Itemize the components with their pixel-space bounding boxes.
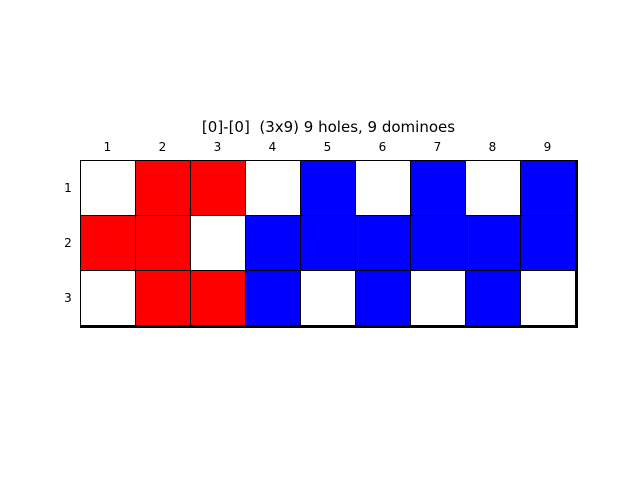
column-label-1: 1 <box>103 140 112 154</box>
board-cell-r3-c9-hole[interactable] <box>521 271 576 326</box>
board-cell-r1-c8-hole[interactable] <box>466 161 521 216</box>
board-cell-r1-c4-hole[interactable] <box>246 161 301 216</box>
column-label-7: 7 <box>433 140 442 154</box>
column-label-3: 3 <box>213 140 222 154</box>
board-cell-r3-c3-red[interactable] <box>191 271 246 326</box>
column-label-4: 4 <box>268 140 277 154</box>
column-label-8: 8 <box>488 140 497 154</box>
board-cell-r1-c9-blue[interactable] <box>521 161 576 216</box>
row-label-1: 1 <box>64 181 72 195</box>
column-label-9: 9 <box>543 140 552 154</box>
board-cell-r2-c3-hole[interactable] <box>191 216 246 271</box>
board-cell-r3-c6-blue[interactable] <box>356 271 411 326</box>
board-cell-r2-c7-blue[interactable] <box>411 216 466 271</box>
board-cell-r2-c6-blue[interactable] <box>356 216 411 271</box>
board-cell-r3-c4-blue[interactable] <box>246 271 301 326</box>
row-label-2: 2 <box>64 236 72 250</box>
board-cell-r1-c2-red[interactable] <box>136 161 191 216</box>
column-label-5: 5 <box>323 140 332 154</box>
column-label-6: 6 <box>378 140 387 154</box>
board-cell-r3-c7-hole[interactable] <box>411 271 466 326</box>
board-cell-r2-c4-blue[interactable] <box>246 216 301 271</box>
board-cell-r2-c8-blue[interactable] <box>466 216 521 271</box>
board-cell-r1-c6-hole[interactable] <box>356 161 411 216</box>
game-board <box>80 160 578 328</box>
board-cell-r3-c2-red[interactable] <box>136 271 191 326</box>
board-cell-r1-c5-blue[interactable] <box>301 161 356 216</box>
board-cell-r2-c9-blue[interactable] <box>521 216 576 271</box>
board-cell-r1-c3-red[interactable] <box>191 161 246 216</box>
row-label-3: 3 <box>64 291 72 305</box>
board-cell-r2-c2-red[interactable] <box>136 216 191 271</box>
board-cell-r1-c1-hole[interactable] <box>81 161 136 216</box>
board-cell-r2-c1-red[interactable] <box>81 216 136 271</box>
column-label-2: 2 <box>158 140 167 154</box>
board-cell-r3-c8-blue[interactable] <box>466 271 521 326</box>
board-cell-r3-c5-hole[interactable] <box>301 271 356 326</box>
board-cell-r2-c5-blue[interactable] <box>301 216 356 271</box>
board-cell-r1-c7-blue[interactable] <box>411 161 466 216</box>
puzzle-title: [0]-[0] (3x9) 9 holes, 9 dominoes <box>201 118 456 136</box>
board-cell-r3-c1-hole[interactable] <box>81 271 136 326</box>
